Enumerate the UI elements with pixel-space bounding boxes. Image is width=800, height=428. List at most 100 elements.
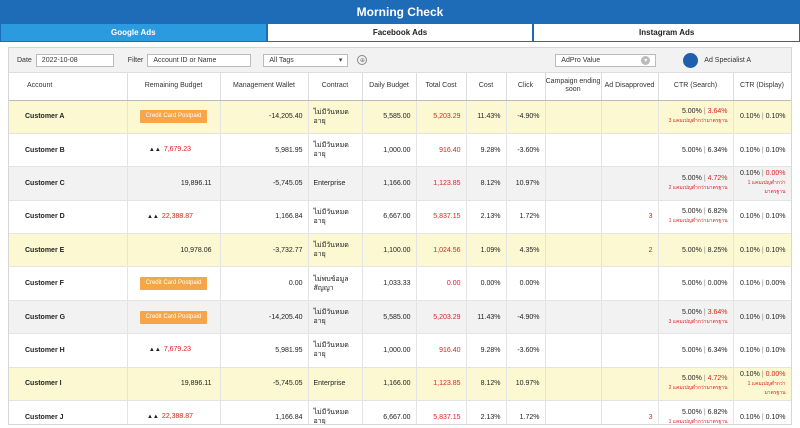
contract-value: ไม่พบข้อมูลสัญญา (308, 266, 363, 301)
ad-disapproved-value[interactable] (601, 266, 659, 301)
ctr-search-warning: 1 แคมเปญต่ำกว่ามาตรฐาน (668, 418, 728, 425)
date-input[interactable]: 2022-10-08 (35, 53, 114, 67)
ctr-display-actual: 0.00% (765, 370, 786, 378)
avatar[interactable] (683, 52, 699, 68)
tab-google-ads[interactable]: Google Ads (0, 23, 267, 41)
ctr-display-target: 0.10% (739, 213, 760, 221)
ad-disapproved-value[interactable] (601, 166, 659, 201)
col-management-wallet[interactable]: Management Wallet (220, 73, 309, 101)
ctr-display-target: 0.10% (739, 280, 760, 288)
campaign-ending-value (545, 333, 602, 368)
ctr-search-target: 5.00% (681, 146, 702, 154)
ad-disapproved-value[interactable] (601, 367, 659, 402)
col-ctr-display[interactable]: CTR (Display) (733, 73, 791, 101)
ctr-search-warning: 2 แคมเปญต่ำกว่ามาตรฐาน (668, 184, 728, 191)
account-name[interactable]: Customer J (9, 400, 128, 424)
daily-budget-value: 1,100.00 (362, 233, 417, 268)
ad-disapproved-value[interactable]: 3 (601, 400, 659, 424)
col-remaining-budget[interactable]: Remaining Budget (127, 73, 221, 101)
col-campaign-ending[interactable]: Campaign ending soon (545, 73, 602, 101)
ad-disapproved-value[interactable] (601, 300, 659, 335)
campaign-ending-value (545, 367, 602, 402)
ctr-search-cell: 5.00% | 4.72% 2 แคมเปญต่ำกว่ามาตรฐาน (658, 367, 734, 402)
account-name[interactable]: Customer I (9, 367, 128, 402)
account-name[interactable]: Customer B (9, 133, 128, 168)
platform-tabs: Google Ads Facebook Ads Instagram Ads (0, 23, 800, 42)
adpro-select[interactable]: AdPro Value ▾ (555, 53, 657, 67)
remaining-budget-value: 19,896.11 (180, 380, 212, 388)
people-icon: ▲▲ (146, 213, 159, 220)
ctr-display-actual: 0.00% (765, 170, 786, 178)
col-total-cost[interactable]: Total Cost (416, 73, 467, 101)
col-daily-budget[interactable]: Daily Budget (362, 73, 417, 101)
cost-value: 2.13% (466, 200, 507, 235)
tab-facebook-ads[interactable]: Facebook Ads (266, 23, 534, 41)
table-row[interactable]: Customer A Credit Card Postpaid -14,205.40… (9, 100, 791, 134)
campaign-ending-value (545, 300, 602, 335)
ad-disapproved-value[interactable]: 3 (601, 200, 659, 235)
remaining-budget-value: 7,679.23 (163, 346, 192, 354)
tags-select[interactable]: All Tags ▾ (263, 53, 349, 67)
date-value: 2022-10-08 (41, 56, 78, 64)
account-name[interactable]: Customer E (9, 233, 128, 268)
ad-disapproved-value[interactable] (601, 333, 659, 368)
col-ctr-search[interactable]: CTR (Search) (658, 73, 734, 101)
campaign-ending-value (545, 166, 602, 201)
tab-instagram-ads[interactable]: Instagram Ads (533, 23, 800, 41)
click-value: -3.60% (506, 133, 546, 168)
ctr-display-target: 0.10% (739, 170, 760, 178)
table-row[interactable]: Customer I 19,896.11 -5,745.05 Enterprise 1,… (9, 367, 791, 402)
account-name[interactable]: Customer C (9, 166, 128, 201)
table-row[interactable]: Customer C 19,896.11 -5,745.05 Enterprise 1,… (9, 166, 791, 201)
ad-disapproved-value[interactable] (601, 100, 659, 134)
click-value: 1.72% (506, 400, 546, 424)
col-account[interactable]: Account (9, 73, 128, 101)
remaining-budget-value: 22,388.87 (161, 212, 194, 220)
total-cost-value: 1,024.56 (416, 233, 467, 268)
account-name[interactable]: Customer A (9, 100, 128, 134)
table-row[interactable]: Customer F Credit Card Postpaid 0.00 ไม่พบข… (9, 266, 791, 301)
table-row[interactable]: Customer G Credit Card Postpaid -14,205.40… (9, 300, 791, 335)
total-cost-value: 5,837.15 (416, 200, 467, 235)
total-cost-value: 5,203.29 (416, 300, 467, 335)
ctr-search-actual: 6.82% (707, 208, 728, 216)
table-row[interactable]: Customer B ▲▲ 7,679.23 5,981.95 ไม่มีวันหมดอ… (9, 133, 791, 168)
daily-budget-value: 5,585.00 (362, 300, 417, 335)
table-row[interactable]: Customer H ▲▲ 7,679.23 5,981.95 ไม่มีวันหมดอ… (9, 333, 791, 368)
account-name[interactable]: Customer H (9, 333, 128, 368)
ctr-display-target: 0.10% (739, 346, 760, 354)
total-cost-value: 0.00 (416, 266, 467, 301)
search-input[interactable]: Account ID or Name (147, 53, 252, 67)
col-contract[interactable]: Contract (308, 73, 363, 101)
total-cost-value: 916.40 (416, 133, 467, 168)
ctr-search-target: 5.00% (681, 346, 702, 354)
ad-disapproved-value[interactable] (601, 133, 659, 168)
date-label: Date (17, 56, 32, 64)
table-row[interactable]: Customer J ▲▲ 22,388.87 1,166.84 ไม่มีวันหมด… (9, 400, 791, 425)
table-row[interactable]: Customer E 10,978.06 -3,732.77 ไม่มีวันหมดอ… (9, 233, 791, 268)
ctr-display-cell: 0.10% | 0.10% (733, 400, 791, 424)
total-cost-value: 1,123.85 (416, 367, 467, 402)
clear-filter-icon[interactable]: ⊕ (357, 55, 368, 65)
col-cost[interactable]: Cost (466, 73, 507, 101)
account-name[interactable]: Customer D (9, 200, 128, 235)
table-row[interactable]: Customer D ▲▲ 22,388.87 1,166.84 ไม่มีวันหมด… (9, 200, 791, 235)
filter-bar: Date 2022-10-08 Filter Account ID or Nam… (9, 48, 791, 73)
chevron-down-icon: ▾ (338, 57, 343, 64)
col-click[interactable]: Click (506, 73, 546, 101)
ctr-search-warning: 1 แคมเปญต่ำกว่ามาตรฐาน (668, 218, 728, 225)
ad-disapproved-value[interactable]: 2 (601, 233, 659, 268)
remaining-budget-value: 10,978.06 (180, 246, 212, 254)
ctr-search-actual: 0.00% (707, 280, 728, 288)
ctr-display-cell: 0.10% | 0.10% (733, 133, 791, 168)
ctr-display-target: 0.10% (739, 413, 760, 421)
daily-budget-value: 6,667.00 (362, 400, 417, 424)
remaining-budget-cell: ▲▲ 7,679.23 (127, 333, 221, 368)
payment-badge: Credit Card Postpaid (139, 310, 208, 324)
account-name[interactable]: Customer G (9, 300, 128, 335)
account-name[interactable]: Customer F (9, 266, 128, 301)
ctr-search-cell: 5.00% | 3.64% 3 แคมเปญต่ำกว่ามาตรฐาน (658, 100, 734, 134)
col-ad-disapproved[interactable]: Ad Disapproved (601, 73, 659, 101)
ctr-display-cell: 0.10% | 0.10% (733, 333, 791, 368)
ctr-search-cell: 5.00% | 8.25% (658, 233, 734, 268)
